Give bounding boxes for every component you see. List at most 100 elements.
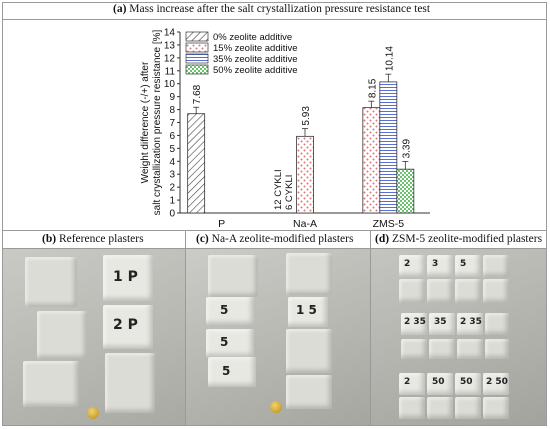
- plaster-sample: [483, 255, 509, 277]
- plaster-sample: [286, 375, 332, 409]
- sample-mark: 3: [432, 259, 439, 269]
- y-tick-label: 11: [165, 66, 176, 77]
- sample-mark: 50: [432, 377, 445, 387]
- plaster-sample: [37, 311, 87, 359]
- plaster-sample: 5: [206, 329, 254, 357]
- plaster-sample: 2: [399, 255, 425, 277]
- plaster-sample: [455, 279, 481, 303]
- divider-middle: [2, 230, 547, 231]
- sample-mark: 1 5: [296, 303, 317, 317]
- bar-stripes: [379, 81, 398, 214]
- plaster-sample: 2 P: [103, 305, 153, 349]
- plaster-sample: [483, 397, 509, 419]
- x-tick-label: P: [218, 218, 225, 230]
- y-tick-label: 13: [164, 40, 176, 51]
- coin: [87, 407, 99, 419]
- plaster-sample: [457, 339, 483, 359]
- sample-mark: 2 50: [486, 377, 508, 387]
- plaster-sample: 2 35: [401, 313, 427, 335]
- figure-frame: [2, 2, 547, 426]
- plaster-sample: [427, 397, 453, 419]
- y-tick-label: 10: [164, 79, 176, 90]
- plaster-sample: [483, 279, 509, 303]
- y-axis-label: Weight difference (-/+) after: [140, 61, 151, 183]
- plaster-sample: 50: [455, 373, 481, 395]
- plaster-sample: [105, 353, 155, 413]
- caption-d: (d) ZSM-5 zeolite-modified plasters: [375, 233, 543, 245]
- plaster-sample: 35: [429, 313, 455, 335]
- sample-mark: 5: [222, 364, 231, 378]
- y-tick-label: 4: [169, 157, 175, 168]
- photo-zsm-5-plasters: 2 3 5 2 35 35 2 35 2 50 50 2 50: [371, 249, 546, 425]
- sample-mark: 2: [404, 377, 411, 387]
- plaster-sample: [25, 257, 77, 307]
- sample-mark: 2 P: [113, 317, 138, 333]
- y-tick-label: 7: [169, 118, 175, 129]
- y-tick-label: 9: [169, 92, 175, 103]
- sample-mark: 35: [434, 317, 447, 327]
- legend-entry: 35% zeolite additive: [213, 54, 298, 65]
- plaster-sample: 5: [455, 255, 481, 277]
- plaster-sample: 1 P: [103, 255, 153, 301]
- y-tick-label: 1: [169, 196, 175, 207]
- legend-swatch: [185, 53, 209, 64]
- bar-check: [396, 168, 415, 214]
- plaster-sample: [399, 279, 425, 303]
- bar-dots: [362, 107, 381, 214]
- coin: [270, 401, 282, 413]
- legend-swatch: [185, 31, 209, 42]
- plaster-sample: [399, 397, 425, 419]
- data-label: 3.39: [401, 139, 412, 159]
- plaster-sample: 2 35: [457, 313, 483, 335]
- plaster-sample: [485, 339, 509, 359]
- plaster-sample: [429, 339, 455, 359]
- divider-top: [2, 19, 547, 20]
- y-tick-label: 3: [169, 170, 175, 181]
- plaster-sample: 1 5: [288, 297, 328, 327]
- sample-mark: 5: [220, 303, 229, 317]
- bar-hatch: [187, 113, 206, 214]
- data-label: 8.15: [367, 78, 378, 98]
- y-tick-label: 8: [169, 105, 175, 116]
- y-tick-label: 2: [169, 183, 175, 194]
- caption-c: (c) Na-A zeolite-modified plasters: [196, 233, 354, 245]
- plaster-sample: 5: [206, 297, 254, 325]
- photo-reference-plasters: 1 P 2 P: [3, 249, 185, 425]
- caption-b: (b) Reference plasters: [42, 233, 144, 245]
- plaster-sample: 2: [399, 373, 425, 395]
- x-tick-label: ZMS-5: [373, 218, 405, 230]
- sample-mark: 5: [220, 335, 229, 349]
- annotation: 6 CYKLI: [284, 175, 295, 210]
- plaster-sample: [286, 253, 332, 295]
- plaster-sample: [427, 279, 453, 303]
- legend-entry: 0% zeolite additive: [213, 32, 292, 43]
- sample-mark: 5: [460, 259, 467, 269]
- plaster-sample: [455, 397, 481, 419]
- sample-mark: 2: [404, 259, 411, 269]
- plaster-sample: [23, 361, 79, 407]
- plaster-sample: 3: [427, 255, 453, 277]
- plaster-sample: [286, 329, 332, 373]
- plaster-sample: 5: [208, 357, 256, 387]
- y-axis-label: salt crystallization pressure resistance…: [152, 29, 163, 215]
- plaster-sample: 50: [427, 373, 453, 395]
- photo-na-a-plasters: 5 1 5 5 5: [186, 249, 370, 425]
- legend-swatch: [185, 42, 209, 53]
- y-tick-label: 12: [164, 53, 176, 64]
- plaster-sample: [485, 313, 509, 335]
- caption-a: (a) Mass increase after the salt crystal…: [113, 3, 431, 15]
- legend-swatch: [185, 64, 209, 75]
- y-tick-label: 0: [169, 209, 175, 220]
- y-tick-label: 14: [164, 28, 176, 39]
- divider-col-1: [185, 230, 186, 426]
- bar-dots: [296, 135, 314, 214]
- legend-entry: 50% zeolite additive: [213, 65, 298, 76]
- plaster-sample: 2 50: [483, 373, 509, 395]
- legend-entry: 15% zeolite additive: [213, 43, 298, 54]
- plaster-sample: [208, 255, 258, 297]
- divider-caption: [2, 248, 547, 249]
- x-tick-label: Na-A: [293, 218, 317, 230]
- sample-mark: 50: [460, 377, 473, 387]
- sample-mark: 2 35: [460, 317, 482, 327]
- y-tick-label: 5: [169, 144, 175, 155]
